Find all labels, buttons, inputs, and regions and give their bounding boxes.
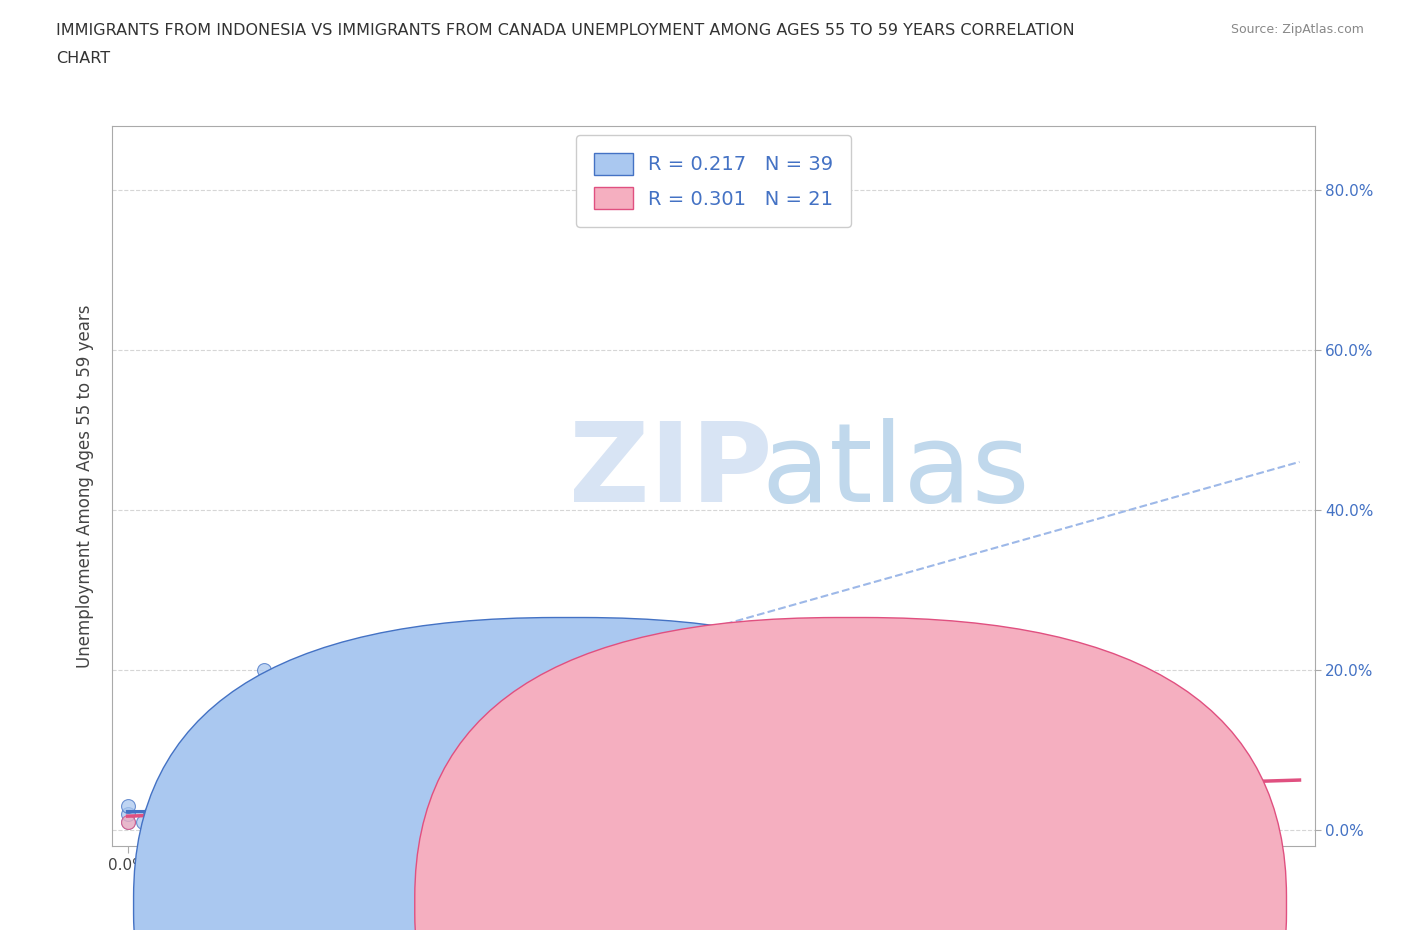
Point [193,815,215,830]
Legend: R = 0.217   N = 39, R = 0.301   N = 21: R = 0.217 N = 39, R = 0.301 N = 21 [576,135,851,227]
Point [193,790,215,805]
Point [1099,815,1122,830]
Point [569,815,592,830]
Point [1175,743,1198,758]
Point [117,815,139,830]
Point [645,811,668,826]
Point [229,815,252,830]
Point [215,823,238,838]
Point [607,815,630,830]
Point [229,823,252,838]
Point [419,823,441,838]
Point [721,807,744,822]
Point [155,823,177,838]
Point [645,815,668,830]
Text: atlas: atlas [762,418,1031,525]
Point [305,823,328,838]
Point [117,807,139,822]
Text: ZIP: ZIP [569,418,773,525]
Point [155,815,177,830]
Point [495,815,517,830]
Point [193,807,215,822]
Point [404,815,426,830]
Point [1212,815,1234,830]
Point [569,815,592,830]
Text: Immigrants from Canada: Immigrants from Canada [872,892,1063,907]
Point [343,799,366,814]
Text: IMMIGRANTS FROM INDONESIA VS IMMIGRANTS FROM CANADA UNEMPLOYMENT AMONG AGES 55 T: IMMIGRANTS FROM INDONESIA VS IMMIGRANTS … [56,23,1074,38]
Point [1175,815,1198,830]
Point [139,807,162,822]
Point [872,783,894,798]
Point [207,815,229,830]
Point [132,815,155,830]
Point [193,815,215,830]
Point [146,815,169,830]
Point [155,807,177,822]
Point [1024,807,1046,822]
Point [1024,811,1046,826]
Point [872,815,894,830]
Point [419,815,441,830]
Point [797,815,820,830]
Y-axis label: Unemployment Among Ages 55 to 59 years: Unemployment Among Ages 55 to 59 years [76,304,94,668]
Point [267,679,290,694]
Point [238,815,260,830]
Point [457,766,479,781]
Point [495,726,517,741]
Point [381,823,404,838]
Point [797,815,820,830]
Point [359,807,381,822]
Point [193,823,215,838]
Point [948,695,970,710]
Point [117,799,139,814]
Point [184,815,207,830]
Point [283,823,305,838]
Point [169,815,191,830]
Text: CHART: CHART [56,51,110,66]
Point [117,815,139,830]
Text: Immigrants from Indonesia: Immigrants from Indonesia [591,892,797,907]
Point [305,807,328,822]
Text: Source: ZipAtlas.com: Source: ZipAtlas.com [1230,23,1364,36]
Point [267,807,290,822]
Point [343,815,366,830]
Point [162,811,184,826]
Point [155,807,177,822]
Point [328,815,350,830]
Point [759,695,782,710]
Point [253,663,276,678]
Point [177,807,200,822]
